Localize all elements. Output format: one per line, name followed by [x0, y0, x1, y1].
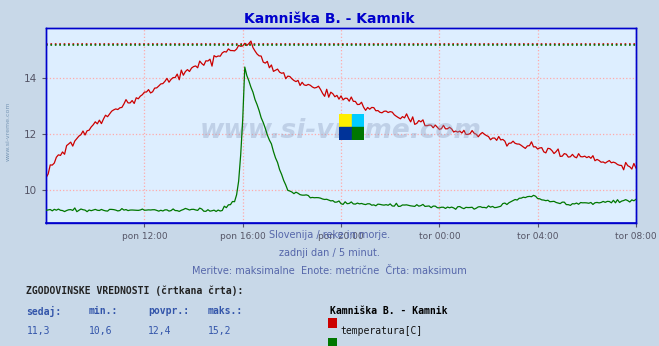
Text: maks.:: maks.: [208, 306, 243, 316]
Text: 15,2: 15,2 [208, 326, 231, 336]
Bar [339, 114, 352, 127]
Text: sedaj:: sedaj: [26, 306, 61, 317]
Text: 11,3: 11,3 [26, 326, 50, 336]
Text: zadnji dan / 5 minut.: zadnji dan / 5 minut. [279, 248, 380, 258]
Text: www.si-vreme.com: www.si-vreme.com [5, 102, 11, 161]
Bar [352, 114, 364, 127]
Text: www.si-vreme.com: www.si-vreme.com [200, 118, 482, 144]
Text: 10,6: 10,6 [89, 326, 113, 336]
Text: 12,4: 12,4 [148, 326, 172, 336]
Bar [339, 127, 352, 140]
Text: Kamniška B. - Kamnik: Kamniška B. - Kamnik [244, 12, 415, 26]
Text: Meritve: maksimalne  Enote: metrične  Črta: maksimum: Meritve: maksimalne Enote: metrične Črta… [192, 266, 467, 276]
Text: povpr.:: povpr.: [148, 306, 189, 316]
Text: temperatura[C]: temperatura[C] [340, 326, 422, 336]
Text: min.:: min.: [89, 306, 119, 316]
Text: ZGODOVINSKE VREDNOSTI (črtkana črta):: ZGODOVINSKE VREDNOSTI (črtkana črta): [26, 285, 244, 296]
Bar [352, 127, 364, 140]
Text: Slovenija / reke in morje.: Slovenija / reke in morje. [269, 230, 390, 240]
Text: Kamniška B. - Kamnik: Kamniška B. - Kamnik [330, 306, 447, 316]
